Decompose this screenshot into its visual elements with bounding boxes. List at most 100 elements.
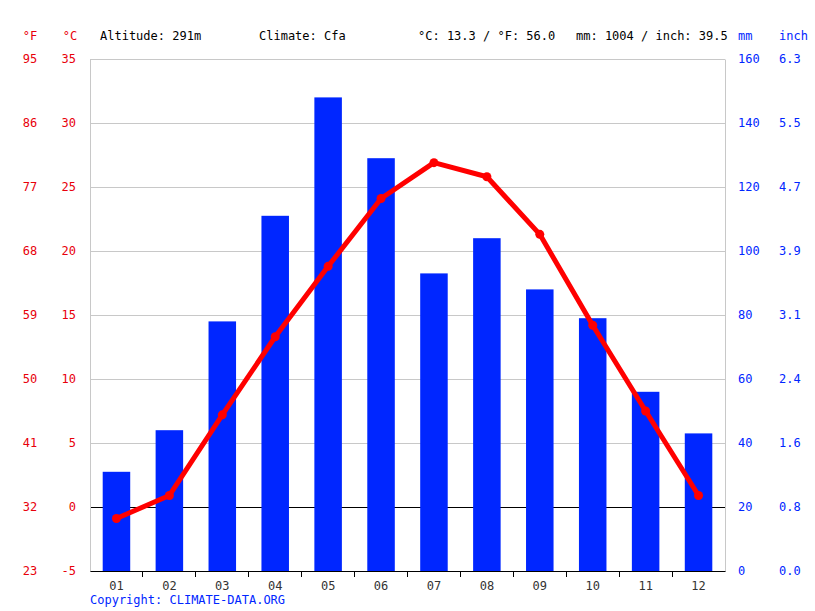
tick: 3.1 [779, 308, 801, 322]
category-separator [248, 571, 249, 577]
tick: 6.3 [779, 52, 801, 66]
tick-label: 86 [23, 116, 37, 130]
line-series [112, 158, 703, 523]
annotation: Altitude: 291m [100, 29, 201, 43]
grid-line [90, 379, 725, 380]
tick-label: 09 [533, 579, 547, 593]
tick: 07 [427, 571, 441, 593]
tick-label: 06 [374, 579, 388, 593]
bar [261, 216, 289, 571]
tick-label: 0 [738, 564, 745, 578]
bar [420, 273, 448, 571]
tick-label: 59 [23, 308, 37, 322]
bar [473, 238, 501, 571]
tick: 20 [62, 244, 90, 258]
tick: 77 [23, 180, 37, 194]
tick: 40 [725, 436, 752, 450]
marker [377, 194, 386, 203]
tick: 04 [268, 571, 282, 593]
axis-line [90, 60, 91, 572]
tick: 41 [23, 436, 37, 450]
tick: 20 [725, 500, 752, 514]
tick-label: 07 [427, 579, 441, 593]
tick-label: 77 [23, 180, 37, 194]
tick-label: 5 [69, 436, 76, 450]
grid-line [90, 123, 725, 124]
tick: 32 [23, 500, 37, 514]
tick: 60 [725, 372, 752, 386]
tick: 100 [725, 244, 760, 258]
bar [314, 97, 342, 571]
tick: 06 [374, 571, 388, 593]
tick-label: 40 [738, 436, 752, 450]
category-separator [301, 571, 302, 577]
grid-line [90, 315, 725, 316]
tick-label: 0 [69, 500, 76, 514]
y-axis-fahrenheit: 233241505968778695 [23, 52, 37, 578]
y2-axis-inch: 0.00.81.62.43.13.94.75.56.3 [779, 52, 801, 578]
tick-label: 160 [738, 52, 760, 66]
tick: 120 [725, 180, 760, 194]
tick-label: 02 [162, 579, 176, 593]
y-axis: -505101520253035 [62, 52, 91, 578]
tick-label: 04 [268, 579, 282, 593]
bar [367, 158, 395, 571]
chart: -505101520253035233241505968778695020406… [0, 0, 815, 611]
tick-label: 11 [638, 579, 652, 593]
tick-label: 68 [23, 244, 37, 258]
category-separator [672, 571, 673, 577]
axis-unit: °F [23, 29, 37, 43]
tick: 3.9 [779, 244, 801, 258]
tick: 140 [725, 116, 760, 130]
category-separator [407, 571, 408, 577]
bar [209, 321, 237, 571]
marker [482, 172, 491, 181]
tick-label: 2.4 [779, 372, 801, 386]
bar [632, 392, 660, 571]
tick: 15 [62, 308, 90, 322]
tick: 0.8 [779, 500, 801, 514]
bar [526, 289, 554, 571]
tick-label: 5.5 [779, 116, 801, 130]
marker [429, 158, 438, 167]
tick-label: 08 [480, 579, 494, 593]
grid-line [90, 187, 725, 188]
axis-unit: °C [63, 29, 77, 43]
tick-label: 20 [62, 244, 76, 258]
tick: 0 [69, 500, 90, 514]
category-separator [566, 571, 567, 577]
tick-label: 120 [738, 180, 760, 194]
header: °F°CmminchAltitude: 291mClimate: Cfa°C: … [23, 29, 808, 43]
tick-label: 30 [62, 116, 76, 130]
marker [535, 230, 544, 239]
marker [112, 514, 121, 523]
tick-label: 23 [23, 564, 37, 578]
tick: 160 [725, 52, 760, 66]
category-separator [142, 571, 143, 577]
tick: 59 [23, 308, 37, 322]
marker [271, 332, 280, 341]
annotation: Climate: Cfa [259, 29, 346, 43]
tick: 35 [62, 52, 90, 66]
marker [641, 407, 650, 416]
tick-label: 20 [738, 500, 752, 514]
tick-label: 05 [321, 579, 335, 593]
tick: 5.5 [779, 116, 801, 130]
tick-label: 0.0 [779, 564, 801, 578]
marker [165, 491, 174, 500]
tick: 1.6 [779, 436, 801, 450]
annotation: mm: 1004 / inch: 39.5 [576, 29, 728, 43]
plot-area [103, 97, 713, 571]
category-separator [619, 571, 620, 577]
tick: 5 [69, 436, 90, 450]
tick: 03 [215, 571, 229, 593]
tick: 95 [23, 52, 37, 66]
tick-label: 3.9 [779, 244, 801, 258]
grid-line [90, 443, 725, 444]
tick-label: -5 [62, 564, 76, 578]
tick: 0.0 [779, 564, 801, 578]
marker [218, 410, 227, 419]
tick: 05 [321, 571, 335, 593]
bar [579, 318, 607, 571]
tick-label: 12 [691, 579, 705, 593]
